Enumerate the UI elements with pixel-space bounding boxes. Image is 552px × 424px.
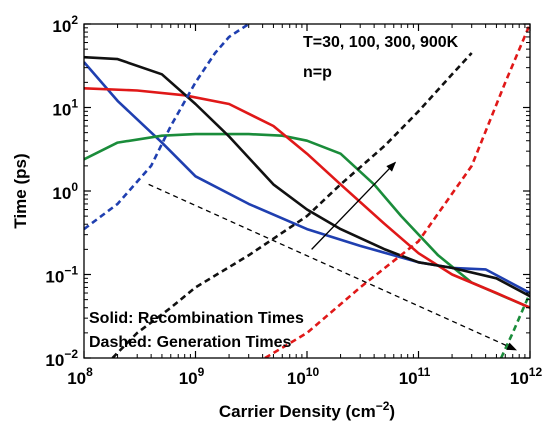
x-tick-label-base: 10 bbox=[67, 369, 86, 388]
x-axis-label-close: ) bbox=[389, 402, 395, 421]
x-tick-label: 1012 bbox=[510, 365, 543, 388]
recombination-time-series-1 bbox=[84, 132, 530, 309]
recombination-time-series-3 bbox=[84, 55, 530, 298]
x-axis-label-base: Carrier Density (cm bbox=[219, 402, 376, 421]
generation-trend-arrow bbox=[148, 183, 517, 351]
x-tick-label-exponent: 9 bbox=[198, 365, 205, 379]
y-tick-label-base: 10 bbox=[45, 268, 64, 287]
generation-time-series-6 bbox=[264, 24, 530, 358]
x-tick-label-base: 10 bbox=[179, 369, 198, 388]
y-tick-label: 10−1 bbox=[45, 264, 78, 287]
y-tick-label: 100 bbox=[52, 180, 78, 203]
generation-time-series-5 bbox=[111, 52, 473, 358]
solid-legend-note: Solid: Recombination Times bbox=[89, 310, 304, 327]
recombination-time-series-2 bbox=[84, 87, 530, 309]
x-tick-label-base: 10 bbox=[399, 369, 418, 388]
x-tick-label: 108 bbox=[67, 365, 93, 388]
x-tick-label-base: 10 bbox=[510, 369, 529, 388]
y-tick-label-exponent: −1 bbox=[64, 264, 78, 278]
density-condition-annotation: n=p bbox=[303, 64, 332, 81]
x-tick-label: 1011 bbox=[399, 365, 431, 388]
x-tick-label: 1010 bbox=[287, 365, 320, 388]
y-tick-label-exponent: 1 bbox=[71, 97, 78, 111]
x-axis-label-exponent: −2 bbox=[376, 399, 390, 413]
y-tick-label: 102 bbox=[52, 13, 78, 36]
y-tick-label-base: 10 bbox=[52, 101, 71, 120]
x-tick-label: 109 bbox=[179, 365, 205, 388]
x-axis-label: Carrier Density (cm−2) bbox=[219, 399, 395, 421]
y-tick-label: 101 bbox=[52, 97, 78, 120]
dashed-legend-note: Dashed: Generation Times bbox=[89, 334, 292, 351]
x-tick-label-exponent: 10 bbox=[306, 365, 320, 379]
temperature-trend-arrow bbox=[311, 161, 397, 250]
y-tick-label-base: 10 bbox=[45, 351, 64, 370]
generation-time-series-4 bbox=[84, 24, 250, 231]
x-tick-label-base: 10 bbox=[287, 369, 306, 388]
y-tick-label-exponent: 0 bbox=[71, 180, 78, 194]
y-tick-label-base: 10 bbox=[52, 184, 71, 203]
plot-frame bbox=[83, 23, 531, 359]
y-tick-label-exponent: −2 bbox=[64, 347, 78, 361]
x-tick-label-exponent: 11 bbox=[418, 365, 431, 379]
recombination-time-series-0 bbox=[84, 61, 530, 295]
plot-background bbox=[84, 24, 530, 358]
x-tick-label-exponent: 8 bbox=[86, 365, 93, 379]
temperature-annotation: T=30, 100, 300, 900K bbox=[303, 34, 459, 51]
y-axis-label: Time (ps) bbox=[11, 153, 30, 228]
y-tick-label: 10−2 bbox=[45, 347, 78, 370]
x-tick-label-exponent: 12 bbox=[529, 365, 543, 379]
y-tick-label-exponent: 2 bbox=[71, 13, 78, 27]
y-tick-label-base: 10 bbox=[52, 17, 71, 36]
